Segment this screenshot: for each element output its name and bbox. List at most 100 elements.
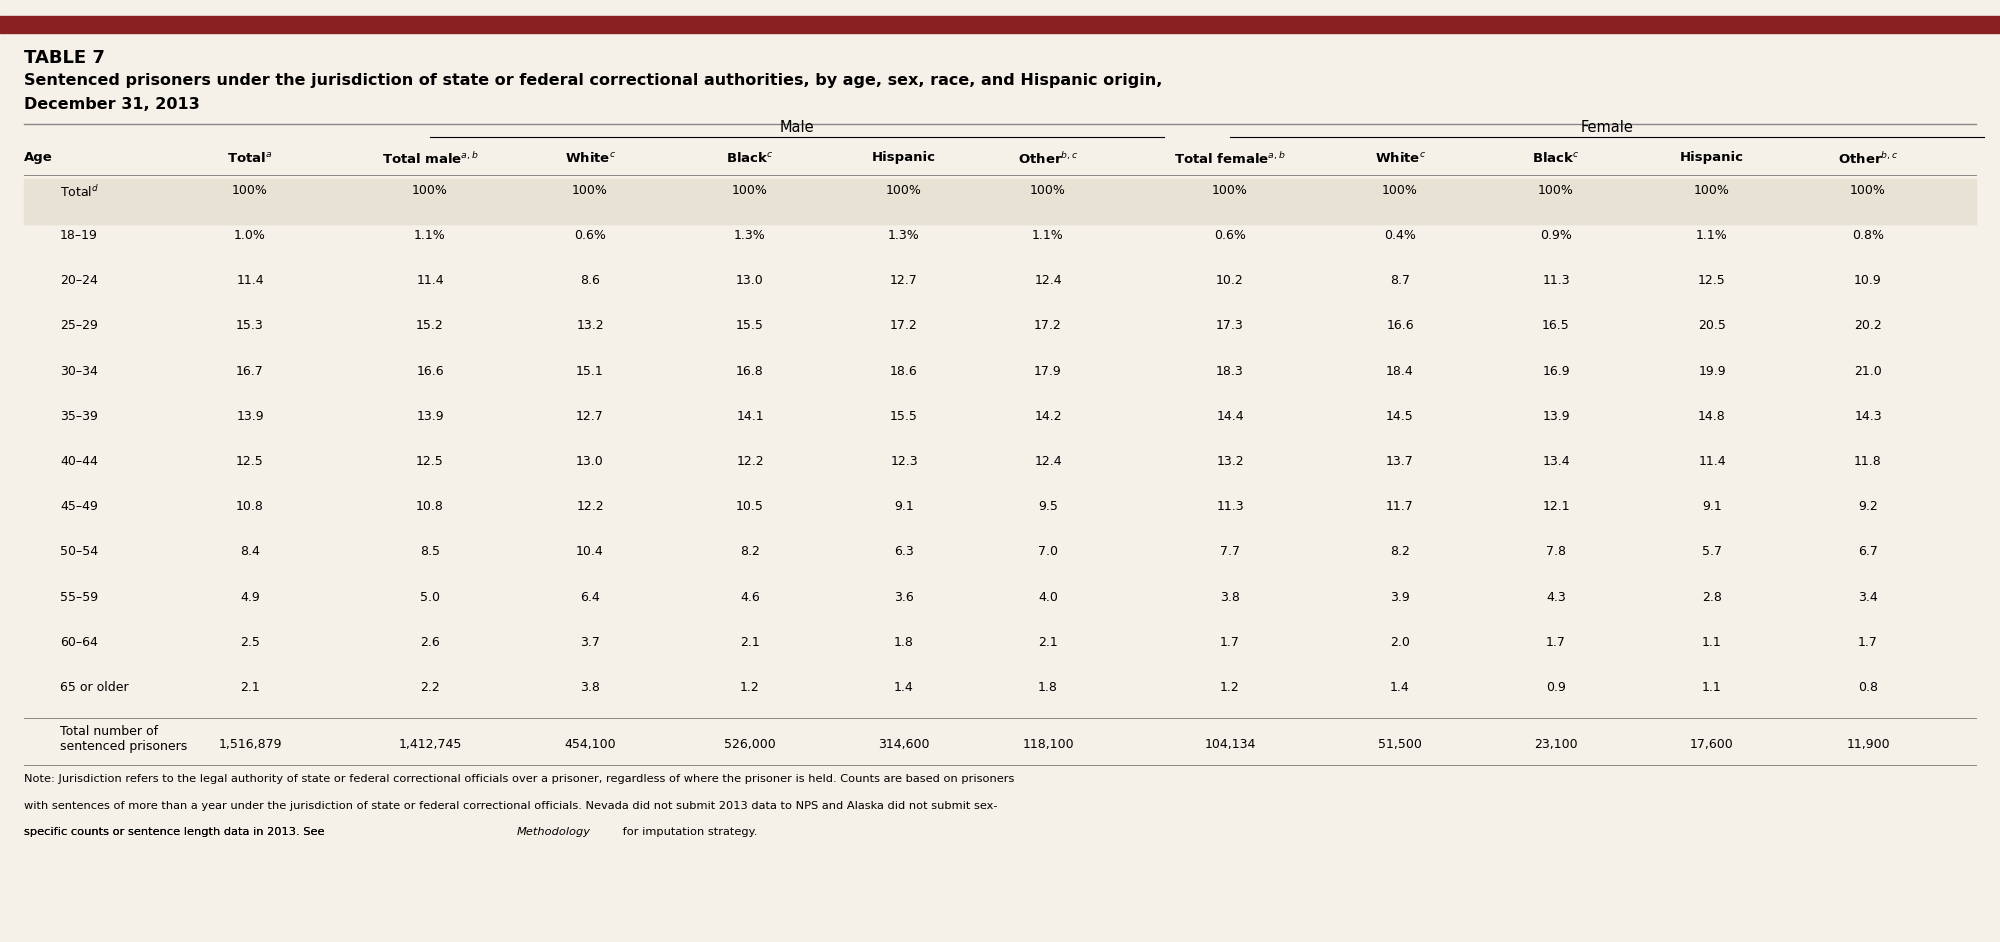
- Text: 20–24: 20–24: [60, 274, 98, 287]
- Text: 50–54: 50–54: [60, 545, 98, 559]
- Text: 12.1: 12.1: [1542, 500, 1570, 513]
- Text: 4.6: 4.6: [740, 591, 760, 604]
- Text: Methodology: Methodology: [516, 827, 590, 837]
- Text: 1.8: 1.8: [894, 636, 914, 649]
- Text: 15.1: 15.1: [576, 365, 604, 378]
- Text: 11,900: 11,900: [1846, 738, 1890, 751]
- Text: 12.2: 12.2: [736, 455, 764, 468]
- Text: 1.1: 1.1: [1702, 681, 1722, 694]
- Text: 18.4: 18.4: [1386, 365, 1414, 378]
- Text: 13.2: 13.2: [576, 319, 604, 333]
- Text: 15.5: 15.5: [890, 410, 918, 423]
- Text: 20.2: 20.2: [1854, 319, 1882, 333]
- Text: 100%: 100%: [572, 184, 608, 197]
- Text: 1.1%: 1.1%: [1696, 229, 1728, 242]
- Text: 2.0: 2.0: [1390, 636, 1410, 649]
- Text: 0.4%: 0.4%: [1384, 229, 1416, 242]
- Text: 60–64: 60–64: [60, 636, 98, 649]
- Text: 12.4: 12.4: [1034, 274, 1062, 287]
- Text: 12.5: 12.5: [236, 455, 264, 468]
- Text: 12.5: 12.5: [416, 455, 444, 468]
- Text: Total$^d$: Total$^d$: [60, 184, 100, 200]
- Text: Hispanic: Hispanic: [1680, 151, 1744, 164]
- Text: 14.3: 14.3: [1854, 410, 1882, 423]
- Text: 100%: 100%: [1694, 184, 1730, 197]
- Text: 1.7: 1.7: [1858, 636, 1878, 649]
- Bar: [24, 179, 1976, 224]
- Text: 2.5: 2.5: [240, 636, 260, 649]
- Text: 4.9: 4.9: [240, 591, 260, 604]
- Text: 2.6: 2.6: [420, 636, 440, 649]
- Text: 13.9: 13.9: [236, 410, 264, 423]
- Text: 1.2: 1.2: [1220, 681, 1240, 694]
- Text: 1.0%: 1.0%: [234, 229, 266, 242]
- Text: 12.5: 12.5: [1698, 274, 1726, 287]
- Text: 0.6%: 0.6%: [574, 229, 606, 242]
- Text: 1.3%: 1.3%: [734, 229, 766, 242]
- Text: 19.9: 19.9: [1698, 365, 1726, 378]
- Text: 5.7: 5.7: [1702, 545, 1722, 559]
- Text: White$^c$: White$^c$: [1374, 151, 1426, 165]
- Text: 13.0: 13.0: [576, 455, 604, 468]
- Text: 4.0: 4.0: [1038, 591, 1058, 604]
- Text: 0.6%: 0.6%: [1214, 229, 1246, 242]
- Text: 5.0: 5.0: [420, 591, 440, 604]
- Text: 9.2: 9.2: [1858, 500, 1878, 513]
- Text: 11.3: 11.3: [1216, 500, 1244, 513]
- Text: Female: Female: [1580, 120, 1634, 135]
- Text: 14.1: 14.1: [736, 410, 764, 423]
- Text: 1.4: 1.4: [894, 681, 914, 694]
- Text: 30–34: 30–34: [60, 365, 98, 378]
- Text: 3.8: 3.8: [1220, 591, 1240, 604]
- Text: 100%: 100%: [232, 184, 268, 197]
- Text: 17.2: 17.2: [1034, 319, 1062, 333]
- Text: Age: Age: [24, 151, 52, 164]
- Text: 16.6: 16.6: [1386, 319, 1414, 333]
- Text: 13.9: 13.9: [416, 410, 444, 423]
- Text: 1.2: 1.2: [740, 681, 760, 694]
- Text: 14.4: 14.4: [1216, 410, 1244, 423]
- Text: 55–59: 55–59: [60, 591, 98, 604]
- Text: 10.4: 10.4: [576, 545, 604, 559]
- Text: 0.8: 0.8: [1858, 681, 1878, 694]
- Text: 7.0: 7.0: [1038, 545, 1058, 559]
- Text: 16.5: 16.5: [1542, 319, 1570, 333]
- Text: 17.3: 17.3: [1216, 319, 1244, 333]
- Text: 21.0: 21.0: [1854, 365, 1882, 378]
- Text: 40–44: 40–44: [60, 455, 98, 468]
- Text: 2.1: 2.1: [240, 681, 260, 694]
- Text: 12.2: 12.2: [576, 500, 604, 513]
- Text: Note: Jurisdiction refers to the legal authority of state or federal correctiona: Note: Jurisdiction refers to the legal a…: [24, 774, 1014, 807]
- Text: specific counts or sentence length data in 2013. See: specific counts or sentence length data …: [24, 827, 328, 837]
- Text: 18.6: 18.6: [890, 365, 918, 378]
- Text: 1,516,879: 1,516,879: [218, 738, 282, 751]
- Text: 10.2: 10.2: [1216, 274, 1244, 287]
- Text: Total female$^{a,b}$: Total female$^{a,b}$: [1174, 151, 1286, 167]
- Text: 14.8: 14.8: [1698, 410, 1726, 423]
- Text: 18.3: 18.3: [1216, 365, 1244, 378]
- Text: 4.3: 4.3: [1546, 591, 1566, 604]
- Text: 11.3: 11.3: [1542, 274, 1570, 287]
- Text: 12.3: 12.3: [890, 455, 918, 468]
- Text: Other$^{b,c}$: Other$^{b,c}$: [1018, 151, 1078, 167]
- Text: 454,100: 454,100: [564, 738, 616, 751]
- Text: White$^c$: White$^c$: [564, 151, 616, 165]
- Text: 20.5: 20.5: [1698, 319, 1726, 333]
- Text: 1,412,745: 1,412,745: [398, 738, 462, 751]
- Text: Black$^c$: Black$^c$: [726, 151, 774, 165]
- Text: 2.8: 2.8: [1702, 591, 1722, 604]
- Text: Total$^a$: Total$^a$: [228, 151, 272, 165]
- Text: 100%: 100%: [1850, 184, 1886, 197]
- Text: 8.2: 8.2: [1390, 545, 1410, 559]
- Text: specific counts or sentence length data in 2013. See: specific counts or sentence length data …: [24, 827, 328, 837]
- Text: 10.9: 10.9: [1854, 274, 1882, 287]
- Text: 16.9: 16.9: [1542, 365, 1570, 378]
- Text: 8.6: 8.6: [580, 274, 600, 287]
- Text: 23,100: 23,100: [1534, 738, 1578, 751]
- Text: 16.8: 16.8: [736, 365, 764, 378]
- Text: for imputation strategy.: for imputation strategy.: [620, 827, 758, 837]
- Text: 8.5: 8.5: [420, 545, 440, 559]
- Text: 11.4: 11.4: [416, 274, 444, 287]
- Text: 100%: 100%: [1382, 184, 1418, 197]
- Text: Male: Male: [780, 120, 814, 135]
